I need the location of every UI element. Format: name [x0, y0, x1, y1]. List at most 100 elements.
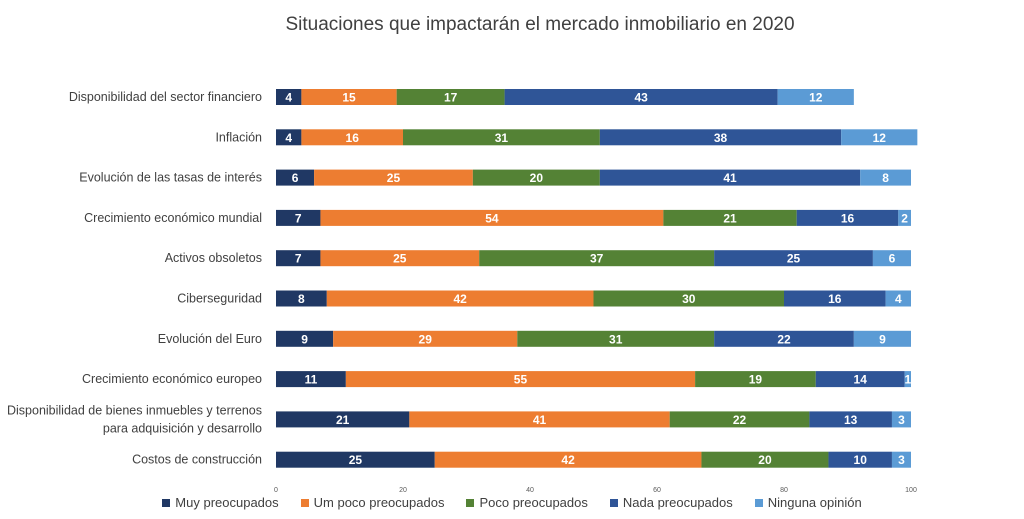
bar-segment [860, 169, 911, 186]
bar-segment [701, 451, 829, 468]
data-label: 6 [292, 171, 299, 185]
category-label: Ciberseguridad [177, 292, 262, 306]
legend-label: Muy preocupados [175, 495, 279, 510]
category-label: Costos de construcción [132, 453, 262, 467]
data-label: 25 [393, 252, 407, 266]
bar-segment [695, 371, 816, 388]
bar-segment [333, 330, 518, 347]
data-label: 21 [336, 413, 350, 427]
bar-segment [853, 330, 911, 347]
data-label: 43 [634, 91, 648, 105]
data-label: 9 [879, 332, 886, 346]
data-label: 13 [844, 413, 858, 427]
bar-segment [669, 411, 810, 428]
bar-segment [276, 209, 321, 226]
data-label: 21 [723, 211, 737, 225]
x-tick-label: 60 [653, 487, 661, 494]
bar-segment [276, 330, 334, 347]
data-label: 9 [301, 332, 308, 346]
bar-segment [314, 169, 473, 186]
bar-segment [276, 89, 302, 105]
data-label: 10 [854, 453, 868, 467]
data-label: 31 [495, 131, 509, 145]
data-label: 30 [682, 292, 696, 306]
bar-segment [276, 451, 435, 468]
data-label: 29 [419, 332, 433, 346]
bar-segment [593, 290, 784, 307]
bar-segment [809, 411, 892, 428]
data-label: 42 [561, 453, 575, 467]
chart-title: Situaciones que impactarán el mercado in… [285, 14, 795, 35]
data-label: 14 [854, 373, 868, 387]
category-label: Disponibilidad de bienes inmuebles y ter… [7, 403, 262, 417]
data-label: 12 [873, 131, 887, 145]
legend-label: Poco preocupados [479, 495, 588, 510]
bar-segment [409, 411, 670, 428]
data-label: 20 [758, 453, 772, 467]
legend-item: Muy preocupados [162, 495, 279, 510]
bar-segment [891, 411, 911, 428]
category-label: Activos obsoletos [165, 251, 262, 265]
bar-segment [276, 129, 302, 146]
bar-segment [396, 89, 505, 105]
legend-swatch [162, 498, 171, 507]
category-label: Evolución de las tasas de interés [79, 171, 262, 185]
data-label: 31 [609, 332, 623, 346]
legend-label: Nada preocupados [622, 495, 733, 510]
bar-segment [904, 371, 911, 388]
data-label: 8 [298, 292, 305, 306]
x-tick-label: 100 [905, 487, 917, 494]
bar-segment [784, 290, 886, 307]
legend-swatch [609, 498, 618, 507]
bar-segment [276, 250, 321, 267]
data-label: 3 [898, 413, 905, 427]
bar-segment [872, 250, 911, 267]
bar-segment [320, 209, 664, 226]
bar-segment [714, 250, 873, 267]
bar-segment [891, 451, 911, 468]
bars: 4 15 17 43 124 16 31 38 126 25 20 41 87 54 21 16 27 25 37 2… [276, 89, 918, 468]
bar-segment [276, 411, 410, 428]
category-label: Evolución del Euro [158, 332, 262, 346]
x-tick-label: 40 [526, 487, 534, 494]
category-label: Inflación [215, 130, 262, 144]
data-label: 12 [809, 91, 823, 105]
data-label: 11 [305, 373, 318, 387]
data-label: 41 [723, 171, 737, 185]
data-label: 16 [828, 292, 842, 306]
data-label: 22 [777, 332, 791, 346]
legend-item: Poco preocupados [466, 495, 588, 510]
x-tick-label: 20 [399, 487, 407, 494]
legend-swatch [300, 498, 309, 507]
data-label: 16 [346, 131, 360, 145]
x-tick-label: 80 [780, 487, 788, 494]
data-label: 6 [889, 252, 896, 266]
legend-item: Um poco preocupados [300, 495, 444, 510]
data-label: 25 [349, 453, 363, 467]
data-label: 19 [749, 373, 763, 387]
category-label: para adquisición y desarrollo [103, 421, 262, 435]
bar-segment [345, 371, 696, 388]
legend-item: Nada preocupados [609, 495, 733, 510]
data-label: 15 [342, 91, 356, 105]
data-label: 16 [841, 211, 855, 225]
data-label: 38 [714, 131, 728, 145]
bar-segment [885, 290, 911, 307]
data-label: 42 [453, 292, 467, 306]
data-label: 8 [882, 171, 889, 185]
bar-segment [599, 169, 861, 186]
data-label: 25 [387, 171, 401, 185]
bar-segment [276, 371, 346, 388]
bar-segment [898, 209, 911, 226]
bar-segment [841, 129, 918, 146]
data-label: 4 [895, 292, 902, 306]
data-label: 7 [295, 211, 302, 225]
bar-segment [479, 250, 715, 267]
data-label: 41 [533, 413, 547, 427]
bar-segment [777, 89, 854, 105]
bar-segment [276, 290, 327, 307]
bar-segment [714, 330, 854, 347]
data-label: 7 [295, 252, 302, 266]
data-label: 2 [901, 211, 908, 225]
